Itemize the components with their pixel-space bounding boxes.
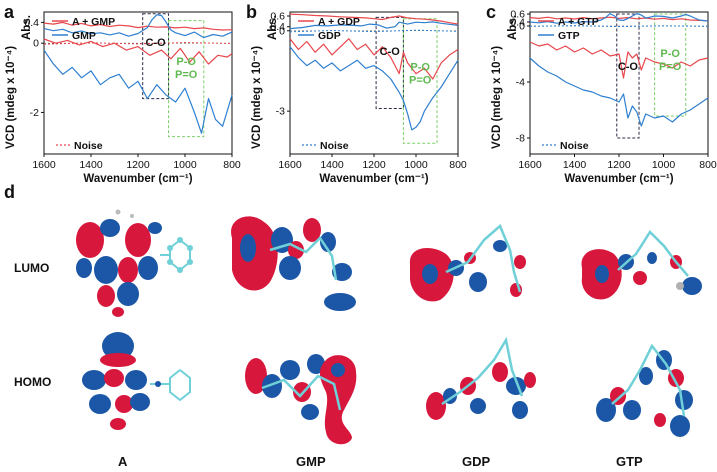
panel-letter-c: c: [486, 2, 496, 22]
column-label-a: A: [118, 454, 128, 469]
series-line-4: [289, 29, 459, 33]
chart-panel-a: 1600 1400 1200 1000 800 0.4 0 -2 Wavenumber (cm⁻…: [5, 11, 241, 185]
y-tick-label: 0.4: [24, 17, 39, 29]
orbital-gmp-homo: [245, 354, 357, 445]
chart-panel-b: 1600 1400 1200 1000 800 0.60.40 -3 Wavenumber (…: [251, 11, 467, 185]
abs-axis-label: Abs.: [21, 15, 33, 40]
y-axis-label: VCD (mdeg x 10⁻⁴): [491, 46, 503, 149]
c-o-label: C-O: [146, 37, 167, 49]
series-line-3: [43, 49, 233, 134]
p-o-label: P-O: [660, 48, 680, 60]
y-tick-label: 0.4: [270, 21, 285, 33]
y-tick-label: -3: [276, 106, 285, 118]
legend-label: A + GDP: [318, 16, 360, 28]
noise-label: Noise: [74, 140, 103, 152]
legend-label: GTP: [558, 30, 580, 42]
series-line-0: [529, 16, 709, 22]
series-line-1: [289, 21, 459, 30]
p-o-label: P-O: [176, 56, 196, 68]
x-tick-label: 800: [699, 159, 717, 171]
x-tick-label: 800: [223, 159, 241, 171]
legend-label: GDP: [318, 30, 341, 42]
x-tick-label: 1400: [320, 159, 344, 171]
series-line-0: [43, 21, 233, 31]
x-tick-label: 1600: [518, 159, 542, 171]
x-tick-label: 1200: [362, 159, 386, 171]
y-tick-label: 0.4: [510, 17, 525, 29]
legend-label: A + GTP: [558, 16, 599, 28]
y-tick-label: -2: [30, 107, 39, 119]
panel-letter-b: b: [246, 2, 257, 22]
p-double-o-label: P=O: [175, 69, 198, 81]
y-tick-label: 0.6: [510, 9, 525, 21]
x-tick-label: 1400: [79, 159, 103, 171]
x-tick-label: 1400: [563, 159, 587, 171]
orbital-gtp-lumo: [581, 230, 702, 300]
c-o-label: C-O: [618, 61, 639, 73]
region-box-1: [168, 20, 205, 138]
y-tick-label: -8: [516, 133, 525, 145]
y-axis-label: VCD (mdeg x 10⁻⁴): [251, 46, 263, 149]
series-line-4: [43, 42, 233, 45]
x-tick-label: 1600: [278, 159, 302, 171]
noise-label: Noise: [320, 140, 349, 152]
x-tick-label: 1000: [173, 159, 197, 171]
axis-frame: [529, 11, 709, 155]
x-tick-label: 1000: [404, 159, 428, 171]
row-label-lumo: LUMO: [14, 261, 49, 275]
p-double-o-label: P=O: [409, 74, 432, 86]
y-tick-label: 0.6: [270, 11, 285, 23]
region-box-1: [654, 13, 687, 117]
x-axis-label: Wavenumber (cm⁻¹): [564, 173, 673, 185]
panel-letter-a: a: [4, 2, 15, 22]
series-line-1: [529, 13, 709, 24]
x-tick-label: 1600: [32, 159, 56, 171]
p-double-o-label: P=O: [659, 61, 682, 73]
p-o-label: P-O: [410, 61, 430, 73]
abs-axis-label: Abs.: [267, 15, 279, 40]
orbital-a-lumo: [76, 209, 193, 317]
x-tick-label: 800: [449, 159, 467, 171]
x-tick-label: 1200: [607, 159, 631, 171]
noise-label: Noise: [560, 140, 589, 152]
abs-axis-label: Abs.: [507, 15, 519, 40]
orbital-gtp-homo: [596, 343, 693, 437]
y-tick-label: 0: [33, 38, 39, 50]
c-o-label: C-O: [380, 46, 401, 58]
orbital-panel: LUMO HOMO A GMP GDP GTP: [14, 209, 702, 469]
y-axis-label: VCD (mdeg x 10⁻⁴): [5, 46, 17, 149]
legend-label: A + GMP: [72, 16, 115, 28]
panel-letter-d: d: [4, 182, 15, 202]
series-line-0: [289, 13, 459, 25]
x-tick-label: 1000: [652, 159, 676, 171]
orbital-gdp-homo: [426, 336, 536, 420]
series-line-2: [43, 38, 233, 65]
orbital-gmp-lumo: [231, 216, 356, 311]
row-label-homo: HOMO: [14, 375, 51, 389]
y-tick-label: 0: [519, 21, 525, 33]
series-line-2: [289, 38, 459, 80]
series-line-4: [529, 25, 709, 28]
region-box-0: [616, 13, 640, 139]
orbital-a-homo: [82, 332, 191, 430]
axis-frame: [289, 11, 459, 155]
series-line-1: [43, 14, 233, 39]
column-label-gmp: GMP: [296, 454, 326, 469]
x-axis-label: Wavenumber (cm⁻¹): [83, 173, 192, 185]
y-tick-label: 0: [279, 25, 285, 37]
series-line-2: [529, 41, 709, 79]
y-tick-label: -4: [516, 77, 525, 89]
column-label-gtp: GTP: [616, 454, 643, 469]
legend-label: GMP: [72, 30, 96, 42]
x-tick-label: 1200: [126, 159, 150, 171]
chart-panel-c: 1600 1400 1200 1000 800 0.60.40 -4 -8 Wavenumber…: [491, 9, 717, 186]
region-box-0: [142, 13, 170, 100]
series-line-3: [289, 46, 459, 131]
x-axis-label: Wavenumber (cm⁻¹): [319, 173, 428, 185]
series-line-3: [529, 57, 709, 127]
column-label-gdp: GDP: [462, 454, 491, 469]
orbital-gdp-lumo: [409, 223, 526, 302]
